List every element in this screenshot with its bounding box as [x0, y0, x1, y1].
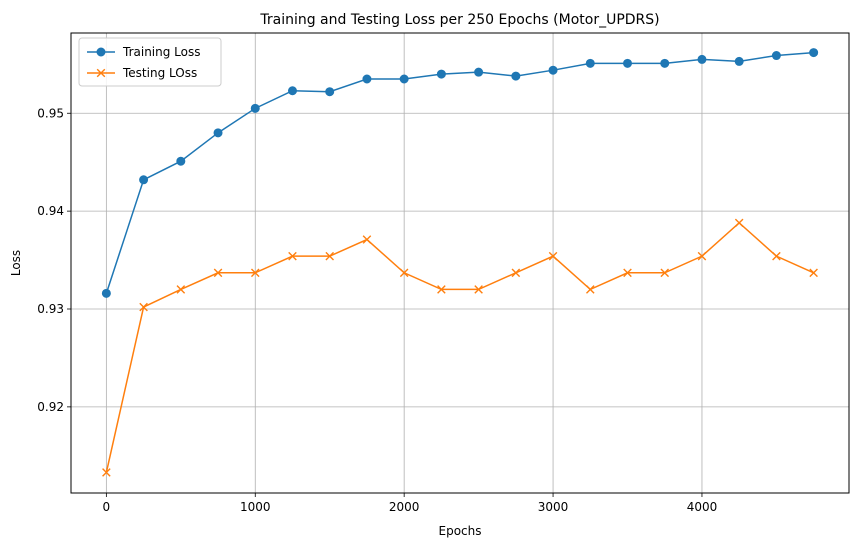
data-point [474, 285, 483, 294]
marker-stroke [96, 68, 106, 78]
data-point [437, 285, 446, 294]
marker-stroke [734, 218, 744, 228]
x-tick-label: 4000 [687, 500, 718, 514]
data-point [809, 48, 819, 58]
data-point [176, 156, 186, 166]
marker-stroke [660, 268, 670, 278]
data-point [436, 69, 446, 79]
legend-label: Testing LOss [122, 66, 197, 80]
data-point [325, 87, 335, 97]
data-point [548, 65, 558, 75]
data-point [511, 268, 521, 278]
data-point [585, 58, 595, 68]
data-point [660, 268, 670, 278]
legend-marker [96, 68, 106, 78]
data-point [697, 251, 707, 261]
data-point [809, 268, 818, 278]
marker-stroke [288, 251, 297, 261]
data-point [325, 251, 335, 261]
marker-stroke [585, 285, 595, 294]
data-point [139, 302, 148, 312]
y-tick-label: 0.92 [37, 400, 64, 414]
data-point [548, 251, 558, 261]
legend-item: Training Loss [87, 45, 200, 59]
data-point [772, 251, 781, 261]
x-axis-title: Epochs [439, 524, 482, 538]
data-point [250, 268, 260, 278]
data-point [213, 128, 223, 138]
marker-stroke [362, 235, 372, 244]
chart-title: Training and Testing Loss per 250 Epochs… [259, 12, 659, 28]
data-point [399, 74, 409, 84]
x-tick-label: 3000 [538, 500, 569, 514]
legend-marker [96, 47, 106, 57]
legend: Training Loss Testing LOss [78, 37, 222, 87]
legend-item: Testing LOss [87, 66, 197, 80]
data-point [771, 51, 781, 61]
data-point [362, 74, 372, 84]
grid [71, 33, 849, 493]
series-line [105, 51, 814, 294]
data-point [734, 218, 744, 228]
data-point [623, 58, 633, 68]
marker-stroke [474, 285, 483, 294]
marker-stroke [250, 268, 260, 278]
marker-stroke [511, 268, 521, 278]
data-point [176, 285, 186, 294]
data-point [474, 67, 484, 77]
data-point [399, 268, 409, 278]
marker-stroke [213, 268, 223, 278]
x-tick-label: 2000 [389, 500, 420, 514]
data-point [585, 285, 595, 294]
data-point [250, 103, 260, 113]
legend-label: Training Loss [122, 45, 200, 59]
data-point [139, 175, 149, 185]
y-tick-label: 0.94 [37, 204, 64, 218]
marker-stroke [809, 268, 818, 278]
marker-stroke [697, 251, 707, 261]
marker-stroke [548, 251, 558, 261]
marker-stroke [437, 285, 446, 294]
data-point [697, 54, 707, 64]
data-point [288, 251, 297, 261]
data-point [362, 235, 372, 244]
data-point [101, 288, 111, 298]
data-point [511, 71, 521, 81]
data-point [213, 268, 223, 278]
marker-stroke [399, 268, 409, 278]
data-point [734, 56, 744, 66]
y-tick-label: 0.93 [37, 302, 64, 316]
y-tick-label: 0.95 [37, 106, 64, 120]
marker-stroke [772, 251, 781, 261]
y-axis-title: Loss [9, 250, 23, 276]
data-point [102, 468, 111, 477]
x-tick-label: 0 [103, 500, 111, 514]
data-point [660, 58, 670, 68]
axis-ticks: 0 1000 2000 3000 4000 0.92 0.93 0.94 0.95 [37, 106, 717, 514]
data-point [623, 268, 632, 278]
x-tick-label: 1000 [240, 500, 271, 514]
marker-stroke [102, 468, 111, 477]
series-training-loss [101, 48, 819, 298]
marker-stroke [139, 302, 148, 312]
marker-stroke [325, 251, 335, 261]
marker-stroke [623, 268, 632, 278]
marker-stroke [176, 285, 186, 294]
legend-box [78, 37, 222, 87]
series-layer [101, 48, 819, 477]
series-line [105, 221, 814, 473]
series-testing-loss [102, 218, 818, 477]
data-point [287, 86, 297, 96]
plot-frame [70, 32, 850, 494]
